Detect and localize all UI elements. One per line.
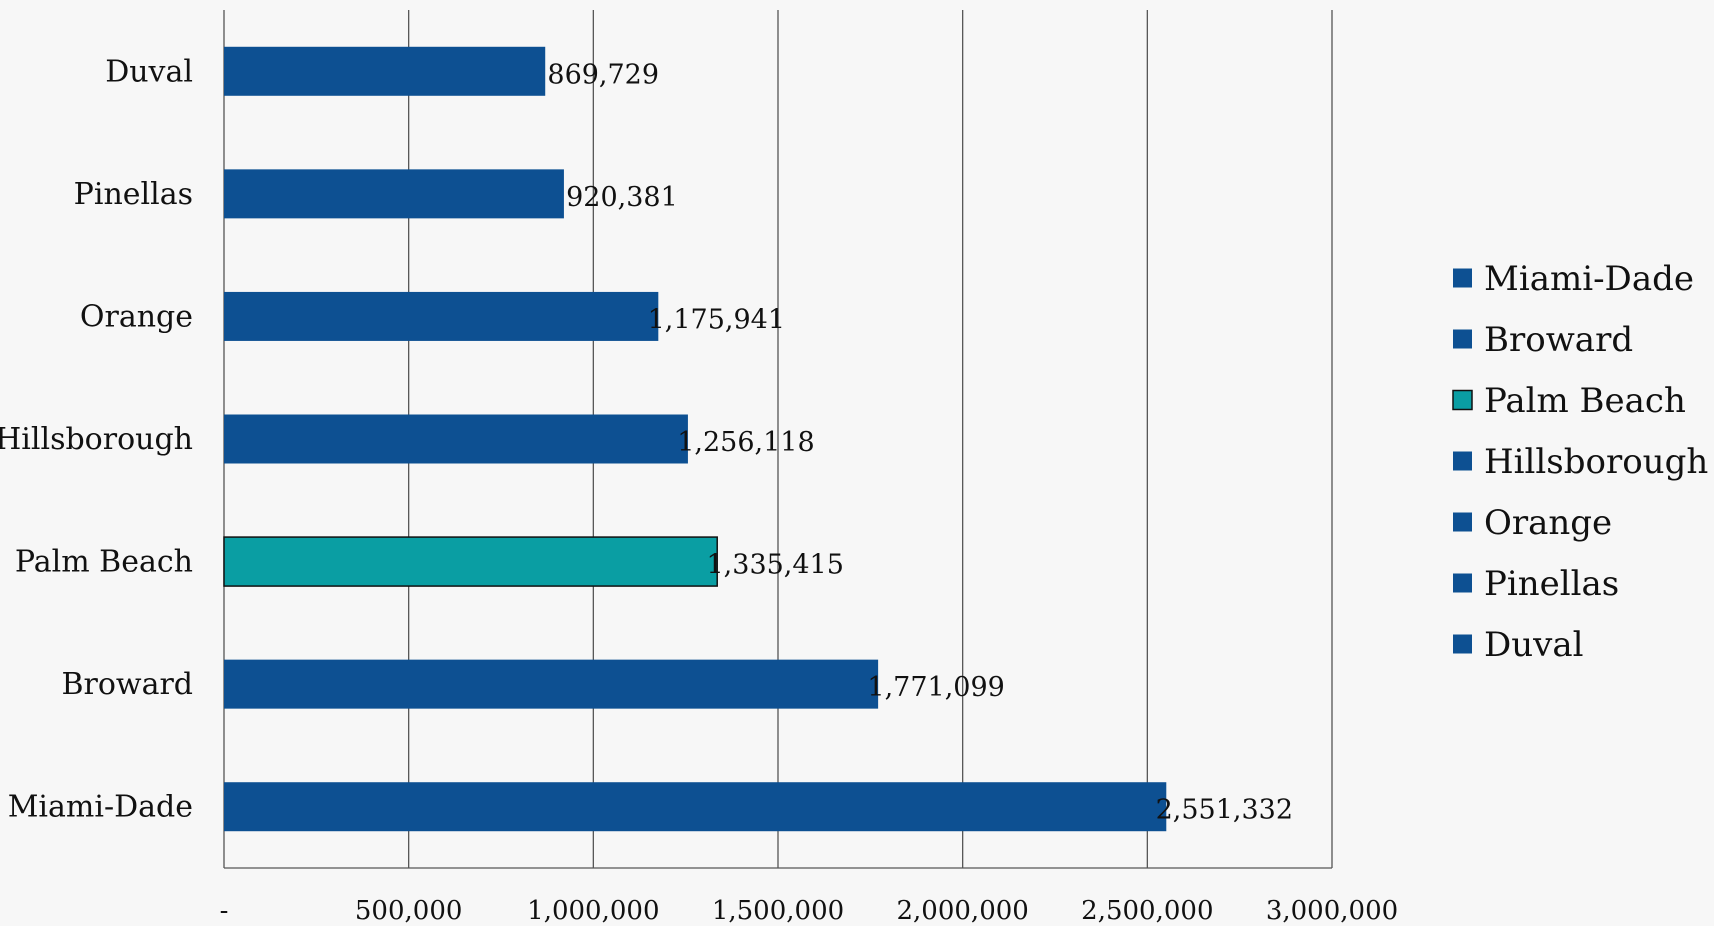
data-label: 2,551,332 [1156, 795, 1293, 826]
data-label: 1,256,118 [677, 427, 814, 458]
legend-swatch [1453, 268, 1472, 288]
legend-label: Orange [1484, 503, 1612, 543]
legend-swatch [1453, 512, 1472, 532]
bar [224, 169, 564, 219]
legend: Miami-Dade Broward Palm Beach Hillsborough O… [1452, 259, 1708, 665]
legend-label: Pinellas [1484, 564, 1619, 604]
category-label: Miami-Dade [8, 790, 193, 825]
category-label: Duval [105, 54, 193, 89]
legend-swatch [1453, 329, 1472, 349]
legend-swatch [1453, 451, 1472, 471]
legend-swatch [1452, 389, 1473, 411]
bar [224, 659, 879, 709]
bar [223, 536, 718, 587]
x-tick-label: - [220, 896, 229, 926]
data-label: 869,729 [547, 59, 659, 90]
category-label: Pinellas [74, 177, 193, 212]
x-tick-label: 3,000,000 [1266, 896, 1398, 926]
x-tick-label: 500,000 [355, 896, 463, 926]
legend-swatch [1453, 634, 1472, 654]
legend-label: Miami-Dade [1484, 259, 1694, 299]
category-label: Orange [80, 299, 193, 334]
x-tick-label: 2,000,000 [897, 896, 1029, 926]
bar [224, 782, 1167, 832]
x-tick-label: 2,500,000 [1081, 896, 1213, 926]
category-label: Broward [61, 667, 193, 702]
legend-label: Duval [1484, 625, 1584, 665]
legend-label: Palm Beach [1484, 381, 1686, 421]
x-tick-label: 1,500,000 [712, 896, 844, 926]
category-label: Palm Beach [15, 545, 193, 580]
data-label: 1,335,415 [707, 550, 844, 581]
category-label: Hillsborough [0, 422, 193, 457]
label-layer: - 500,000 1,000,000 1,500,000 2,000,000 2,500… [0, 54, 1398, 926]
bar-layer [223, 46, 1167, 832]
bar [224, 414, 688, 464]
bar [224, 291, 659, 341]
x-tick-label: 1,000,000 [527, 896, 659, 926]
data-label: 1,175,941 [648, 304, 785, 335]
data-label: 920,381 [566, 182, 678, 213]
legend-label: Hillsborough [1484, 442, 1708, 482]
legend-swatch [1453, 573, 1472, 593]
data-label: 1,771,099 [867, 672, 1004, 703]
legend-label: Broward [1484, 320, 1633, 360]
bar [224, 46, 546, 96]
